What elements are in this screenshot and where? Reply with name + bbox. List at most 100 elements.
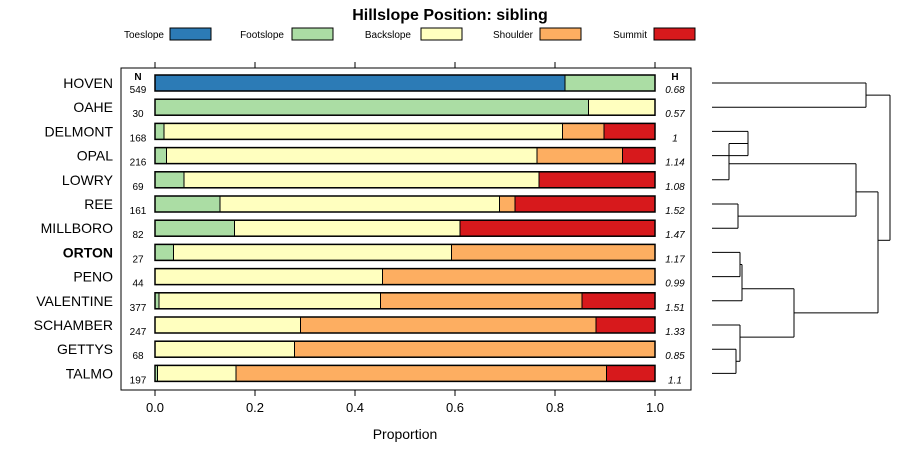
n-value: 197 <box>130 375 147 386</box>
n-value: 549 <box>130 85 147 96</box>
n-values: 549 30 168 216 69 161 82 27 44 377 247 68 197 <box>130 85 147 386</box>
dendrogram <box>712 82 891 374</box>
legend-swatch <box>291 27 334 41</box>
row-label: DELMONT <box>45 123 114 139</box>
x-tick-label: 0.2 <box>246 400 264 415</box>
row-label: TALMO <box>66 365 113 381</box>
bar-segment <box>154 340 295 358</box>
bar-segment <box>183 171 540 189</box>
bar-outline <box>154 98 656 116</box>
bar-row <box>154 146 656 165</box>
x-axis-label: Proportion <box>373 426 438 442</box>
n-value: 30 <box>132 109 144 120</box>
x-tick-label: 1.0 <box>646 400 664 415</box>
bar-outline <box>154 122 656 141</box>
bar-segment <box>382 268 656 286</box>
legend-label: Backslope <box>365 30 412 41</box>
bar-segment <box>154 195 221 213</box>
bar-segment <box>606 364 656 382</box>
h-value: 1.33 <box>665 327 685 338</box>
n-value: 161 <box>130 206 147 217</box>
bar-outline <box>154 219 656 237</box>
bar-row <box>154 364 656 383</box>
bar-segment <box>595 316 656 334</box>
bar-segment <box>235 364 607 382</box>
bar-outline <box>154 292 656 310</box>
n-value: 168 <box>130 133 147 144</box>
row-label: HOVEN <box>63 75 113 91</box>
bar-row <box>154 171 656 189</box>
row-label: VALENTINE <box>36 293 113 309</box>
bar-segment <box>154 316 301 334</box>
bar-segment <box>154 98 589 116</box>
legend-label: Summit <box>613 30 647 41</box>
bar-segment <box>154 268 383 286</box>
bar-outline <box>154 243 656 262</box>
top-axis-ticks <box>154 62 656 68</box>
row-label: OPAL <box>77 148 114 164</box>
bar-segment <box>219 195 500 213</box>
h-value: 1.52 <box>665 206 685 217</box>
chart-title: Hillslope Position: sibling <box>352 7 548 24</box>
bar-segment <box>451 243 656 261</box>
h-value: 1.47 <box>665 230 685 241</box>
x-tick-label: 0.4 <box>346 400 364 415</box>
h-value: 1.14 <box>665 158 685 169</box>
legend-label: Toeslope <box>124 30 164 41</box>
x-tick-label: 0.0 <box>146 400 164 415</box>
h-value: 1.08 <box>665 182 685 193</box>
h-column-header: H <box>671 72 678 83</box>
n-value: 27 <box>132 254 144 265</box>
legend-swatch <box>539 27 582 41</box>
x-tick-label: 0.6 <box>446 400 464 415</box>
bar-segment <box>157 364 237 382</box>
bar-row <box>154 340 656 358</box>
row-label: ORTON <box>63 244 113 260</box>
bar-row <box>154 243 656 262</box>
h-value: 1 <box>672 133 678 144</box>
bar-segment <box>158 292 381 310</box>
legend-swatch <box>653 27 696 41</box>
bar-outline <box>154 74 656 92</box>
bar-segment <box>163 122 563 140</box>
row-label: PENO <box>73 269 113 285</box>
n-value: 216 <box>130 158 147 169</box>
bar-segment <box>581 292 656 310</box>
bar-segment <box>294 340 656 358</box>
x-axis: 0.0 0.2 0.4 0.6 0.8 1.0 <box>146 390 664 415</box>
bar-outline <box>154 364 656 383</box>
bar-segment <box>380 292 583 310</box>
bar-outline <box>154 316 656 334</box>
h-value: 1.51 <box>665 303 684 314</box>
bar-segment <box>603 122 656 140</box>
bar-segment <box>173 243 452 261</box>
bar-row <box>154 267 656 286</box>
bar-row <box>154 74 656 92</box>
n-column-header: N <box>134 72 141 83</box>
bar-segment <box>564 74 656 92</box>
bar-segment <box>536 147 623 165</box>
h-value: 1.1 <box>668 375 682 386</box>
bar-outline <box>154 171 656 189</box>
h-value: 0.57 <box>665 109 685 120</box>
bar-segment <box>154 147 167 165</box>
x-tick-label: 0.8 <box>546 400 564 415</box>
bar-segment <box>154 171 185 189</box>
bar-segment <box>588 98 656 116</box>
bar-row <box>154 219 656 237</box>
bars <box>154 74 656 383</box>
bar-segment <box>154 243 174 261</box>
bar-segment <box>300 316 597 334</box>
bar-row <box>154 122 656 141</box>
bar-segment <box>154 122 165 140</box>
bar-segment <box>499 195 516 213</box>
bar-row <box>154 195 656 213</box>
bar-outline <box>154 195 656 213</box>
bar-segment <box>622 147 656 165</box>
row-label: OAHE <box>73 99 113 115</box>
bar-segment <box>562 122 605 140</box>
bar-row <box>154 316 656 334</box>
legend-swatch <box>169 27 212 41</box>
n-value: 44 <box>132 279 144 290</box>
bar-outline <box>154 340 656 358</box>
